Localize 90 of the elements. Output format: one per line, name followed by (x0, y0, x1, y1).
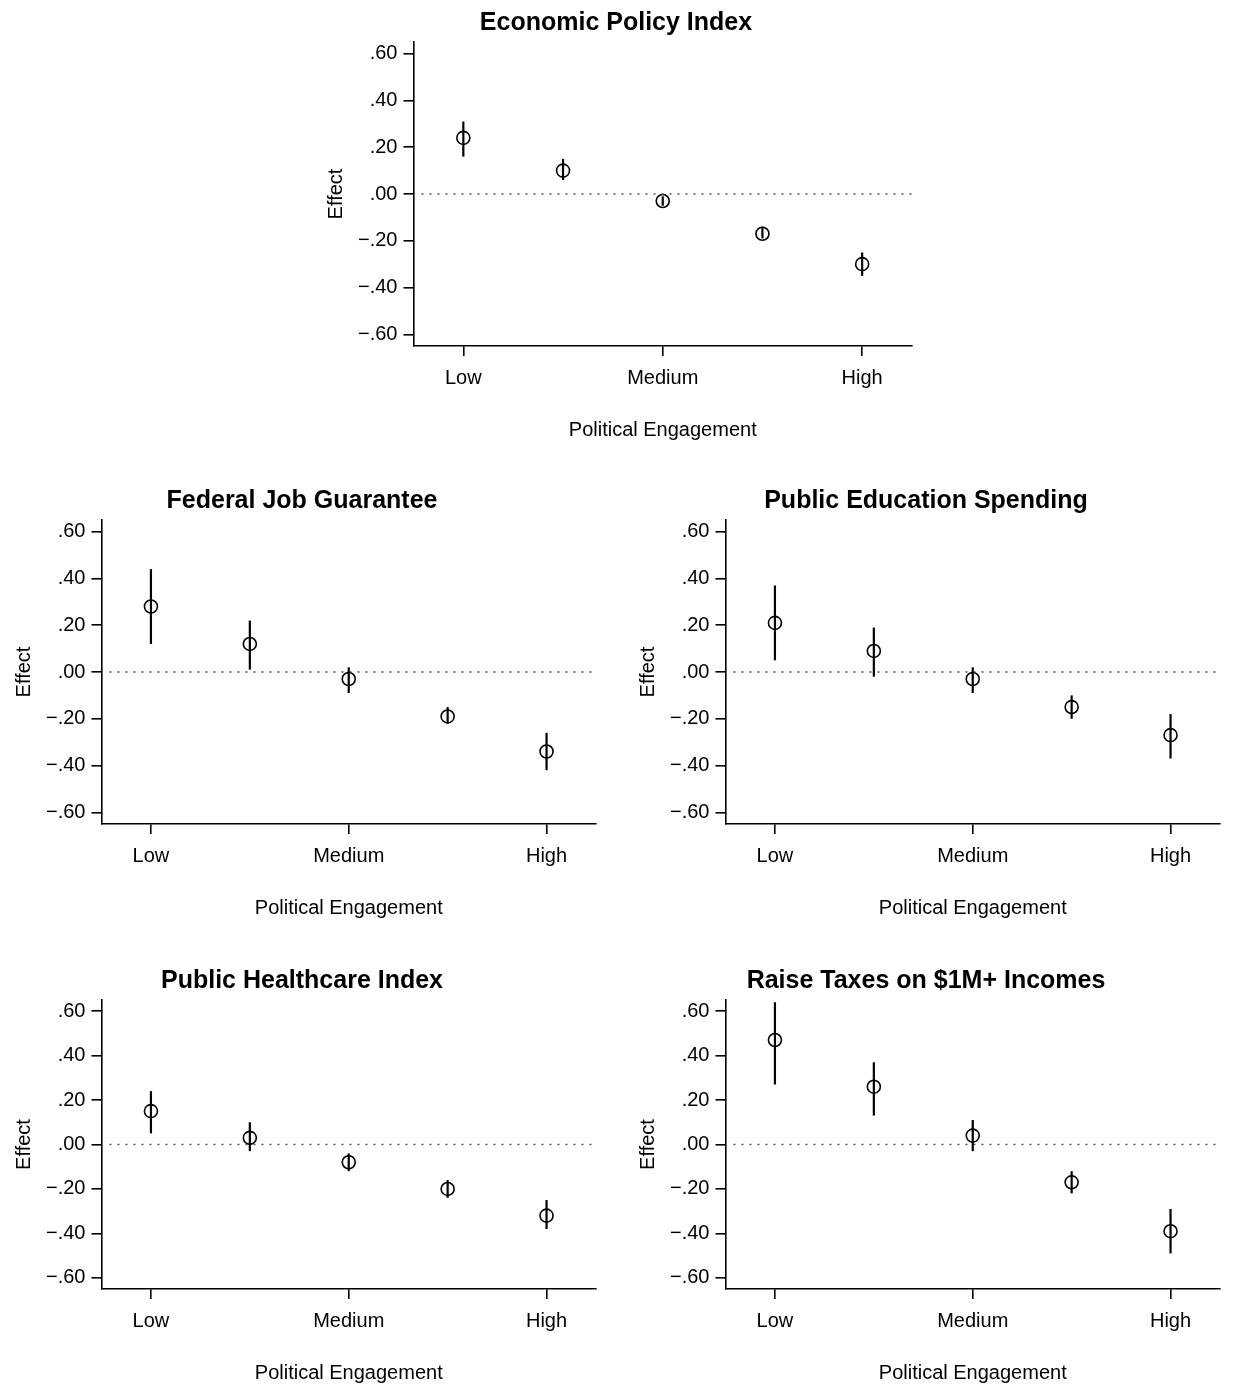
y-tick-label: −.40 (670, 753, 710, 776)
point (539, 744, 554, 759)
point (143, 1103, 159, 1119)
y-tick-label: −.20 (46, 1176, 86, 1199)
x-tick-label: High (525, 843, 568, 866)
y-tick-label: −.20 (670, 706, 710, 729)
y-axis-title: Effect (635, 646, 658, 698)
x-tick-label: Medium (313, 843, 385, 866)
y-tick-label: .40 (369, 87, 398, 110)
point (854, 256, 870, 272)
y-tick-label: .40 (681, 565, 710, 588)
y-tick-label: .60 (681, 519, 710, 542)
y-tick-label: −.20 (358, 228, 398, 251)
y-tick-label: .00 (57, 659, 86, 682)
y-axis-title: Effect (11, 646, 34, 698)
y-tick-label: .00 (681, 659, 710, 682)
point (242, 1130, 258, 1146)
chart-title: Public Healthcare Index (160, 964, 444, 993)
point (965, 671, 981, 687)
y-tick-label: .40 (57, 565, 86, 588)
point (341, 1154, 357, 1170)
y-tick-label: −.40 (46, 753, 86, 776)
x-tick-label: Medium (937, 843, 1009, 866)
y-tick-label: .20 (681, 612, 710, 635)
point (1064, 699, 1079, 715)
x-tick-label: Low (756, 843, 794, 866)
x-tick-label: High (525, 1308, 568, 1331)
chart-title: Raise Taxes on $1M+ Incomes (746, 964, 1106, 993)
point (1163, 727, 1178, 743)
x-axis-title: Political Engagement (878, 895, 1068, 918)
x-axis-title: Political Engagement (568, 417, 758, 440)
y-tick-label: −.40 (358, 275, 398, 298)
y-tick-label: −.60 (358, 321, 398, 344)
y-tick-label: .20 (681, 1087, 710, 1110)
y-tick-label: −.20 (46, 706, 86, 729)
x-tick-label: Low (444, 365, 483, 388)
y-tick-label: .00 (369, 181, 398, 204)
chart-title: Public Education Spending (764, 484, 1088, 513)
point (341, 671, 357, 687)
y-axis-title: Effect (323, 168, 346, 220)
y-tick-label: −.40 (46, 1220, 86, 1243)
x-tick-label: High (1149, 843, 1192, 866)
x-tick-label: High (1149, 1308, 1192, 1331)
point (755, 226, 770, 242)
y-tick-label: .60 (57, 519, 86, 542)
y-tick-label: −.60 (670, 1265, 710, 1288)
x-tick-label: High (841, 365, 883, 388)
point (143, 599, 159, 614)
x-tick-label: Low (132, 843, 170, 866)
y-tick-label: −.60 (46, 799, 86, 822)
x-axis-title: Political Engagement (254, 895, 444, 918)
y-tick-label: .60 (369, 41, 398, 64)
point (767, 615, 783, 631)
x-tick-label: Low (132, 1308, 170, 1331)
point (866, 1079, 882, 1094)
point (539, 1208, 554, 1223)
point (767, 1032, 783, 1048)
point (440, 709, 455, 724)
y-tick-label: .20 (369, 134, 398, 157)
point (555, 163, 571, 178)
point (866, 643, 882, 659)
y-tick-label: −.60 (670, 799, 710, 822)
y-tick-label: .00 (57, 1132, 86, 1155)
y-axis-title: Effect (11, 1118, 34, 1170)
x-tick-label: Medium (313, 1308, 385, 1331)
y-tick-label: .40 (681, 1043, 710, 1066)
y-tick-label: .00 (681, 1132, 710, 1155)
y-tick-label: −.60 (46, 1265, 86, 1288)
point (655, 193, 671, 209)
y-tick-label: .60 (57, 998, 86, 1021)
y-tick-label: .20 (57, 1087, 86, 1110)
chart-title: Economic Policy Index (479, 6, 753, 35)
y-tick-label: .40 (57, 1043, 86, 1066)
point (1163, 1223, 1178, 1239)
point (456, 130, 471, 146)
x-axis-title: Political Engagement (254, 1360, 444, 1383)
point (965, 1128, 981, 1143)
x-axis-title: Political Engagement (878, 1360, 1068, 1383)
y-tick-label: .20 (57, 612, 86, 635)
point (440, 1181, 455, 1197)
x-tick-label: Medium (627, 365, 699, 388)
point (1064, 1174, 1079, 1190)
point (242, 636, 258, 652)
chart-title: Federal Job Guarantee (166, 484, 438, 513)
y-tick-label: −.20 (670, 1176, 710, 1199)
x-tick-label: Medium (937, 1308, 1009, 1331)
y-axis-title: Effect (635, 1118, 658, 1170)
y-tick-label: −.40 (670, 1220, 710, 1243)
y-tick-label: .60 (681, 998, 710, 1021)
x-tick-label: Low (756, 1308, 794, 1331)
